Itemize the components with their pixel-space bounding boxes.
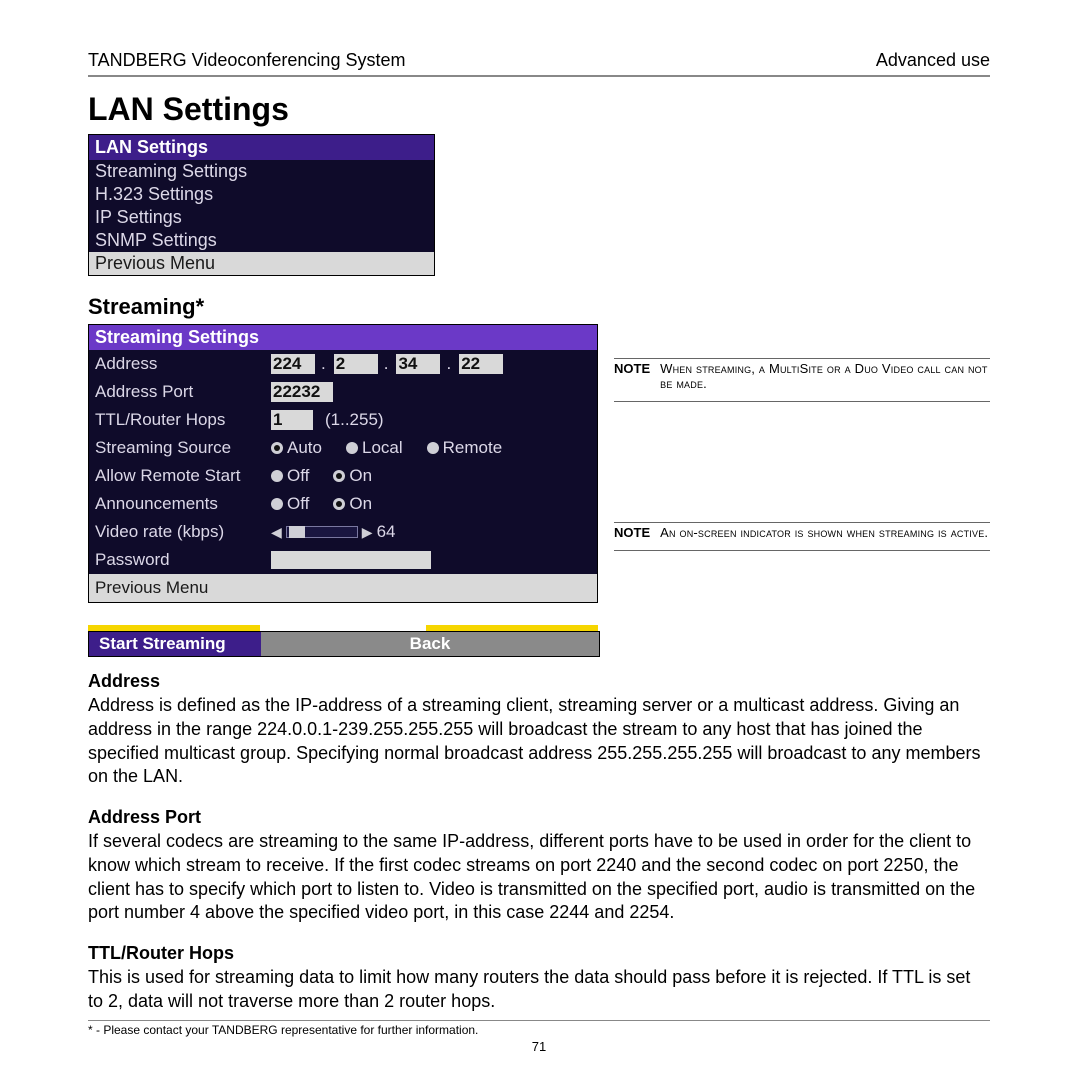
lan-menu-header: LAN Settings: [89, 135, 434, 160]
doc-title: TANDBERG Videoconferencing System: [88, 50, 405, 71]
address-port-label: Address Port: [95, 382, 265, 402]
ip-dot: .: [446, 354, 451, 374]
streaming-section-title: Streaming*: [88, 294, 990, 320]
note-label: NOTE: [614, 525, 650, 540]
row-allow-remote-start: Allow Remote Start Off On: [89, 462, 597, 490]
radio-label: Auto: [287, 438, 322, 458]
arrow-left-icon[interactable]: ◀: [271, 524, 282, 541]
radio-label: On: [349, 466, 372, 486]
port-paragraph: If several codecs are streaming to the s…: [88, 830, 990, 925]
start-streaming-button[interactable]: Start Streaming: [89, 632, 261, 656]
page-title: LAN Settings: [88, 91, 990, 128]
arrow-right-icon[interactable]: ▶: [362, 524, 373, 541]
radio-label: Off: [287, 466, 309, 486]
address-octet-4[interactable]: 22: [459, 354, 503, 374]
radio-source-remote[interactable]: Remote: [427, 438, 503, 458]
password-input[interactable]: [271, 551, 431, 569]
button-highlight-bar: [88, 625, 598, 631]
row-ttl: TTL/Router Hops 1 (1..255): [89, 406, 597, 434]
side-notes: NOTE When streaming, a MultiSite or a Du…: [614, 324, 990, 553]
menu-item-streaming-settings[interactable]: Streaming Settings: [89, 160, 434, 183]
address-octet-2[interactable]: 2: [334, 354, 378, 374]
ttl-heading: TTL/Router Hops: [88, 943, 990, 964]
address-octet-3[interactable]: 34: [396, 354, 440, 374]
row-password: Password: [89, 546, 597, 574]
button-row: Start Streaming Back: [88, 631, 600, 657]
radio-announce-off[interactable]: Off: [271, 494, 309, 514]
row-address: Address 224. 2. 34. 22: [89, 350, 597, 378]
row-streaming-source: Streaming Source Auto Local Remote: [89, 434, 597, 462]
streaming-settings-panel: Streaming Settings Address 224. 2. 34. 2…: [88, 324, 598, 603]
streaming-settings-header: Streaming Settings: [89, 325, 597, 350]
menu-item-snmp-settings[interactable]: SNMP Settings: [89, 229, 434, 252]
lan-settings-menu: LAN Settings Streaming Settings H.323 Se…: [88, 134, 435, 276]
ip-dot: .: [384, 354, 389, 374]
menu-item-previous-menu[interactable]: Previous Menu: [89, 252, 434, 275]
radio-source-local[interactable]: Local: [346, 438, 403, 458]
ip-dot: .: [321, 354, 326, 374]
ttl-range: (1..255): [325, 410, 384, 430]
address-port-input[interactable]: 22232: [271, 382, 333, 402]
radio-remote-on[interactable]: On: [333, 466, 372, 486]
previous-menu-label: Previous Menu: [95, 578, 208, 598]
announcements-label: Announcements: [95, 494, 265, 514]
password-label: Password: [95, 550, 265, 570]
back-button[interactable]: Back: [261, 632, 599, 656]
ttl-input[interactable]: 1: [271, 410, 313, 430]
page-number: 71: [88, 1039, 990, 1054]
radio-announce-on[interactable]: On: [333, 494, 372, 514]
footnote: * - Please contact your TANDBERG represe…: [88, 1020, 990, 1037]
source-label: Streaming Source: [95, 438, 265, 458]
address-octet-1[interactable]: 224: [271, 354, 315, 374]
video-rate-slider[interactable]: [286, 526, 358, 538]
ttl-paragraph: This is used for streaming data to limit…: [88, 966, 990, 1014]
video-rate-value: 64: [377, 522, 396, 542]
radio-source-auto[interactable]: Auto: [271, 438, 322, 458]
page-header: TANDBERG Videoconferencing System Advanc…: [88, 50, 990, 77]
radio-label: On: [349, 494, 372, 514]
radio-remote-off[interactable]: Off: [271, 466, 309, 486]
menu-item-h323-settings[interactable]: H.323 Settings: [89, 183, 434, 206]
radio-label: Off: [287, 494, 309, 514]
radio-label: Local: [362, 438, 403, 458]
doc-section: Advanced use: [876, 50, 990, 71]
note-text-2: An on-screen indicator is shown when str…: [660, 525, 988, 540]
menu-item-ip-settings[interactable]: IP Settings: [89, 206, 434, 229]
radio-label: Remote: [443, 438, 503, 458]
note-label: NOTE: [614, 361, 650, 391]
row-address-port: Address Port 22232: [89, 378, 597, 406]
ttl-label: TTL/Router Hops: [95, 410, 265, 430]
address-label: Address: [95, 354, 265, 374]
row-announcements: Announcements Off On: [89, 490, 597, 518]
allow-remote-label: Allow Remote Start: [95, 466, 265, 486]
row-video-rate: Video rate (kbps) ◀ ▶ 64: [89, 518, 597, 546]
port-heading: Address Port: [88, 807, 990, 828]
address-paragraph: Address is defined as the IP-address of …: [88, 694, 990, 789]
row-previous-menu[interactable]: Previous Menu: [89, 574, 597, 602]
address-heading: Address: [88, 671, 990, 692]
note-text-1: When streaming, a MultiSite or a Duo Vid…: [660, 361, 990, 391]
video-rate-label: Video rate (kbps): [95, 522, 265, 542]
